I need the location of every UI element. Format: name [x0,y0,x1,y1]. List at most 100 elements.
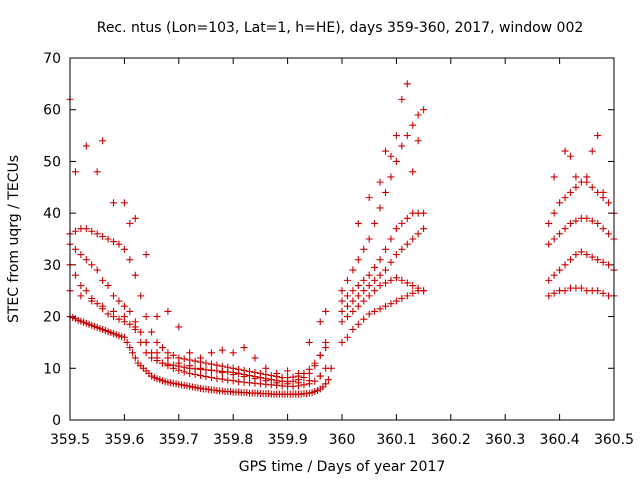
data-point [360,297,368,305]
data-point [164,307,172,315]
data-point [110,238,118,246]
data-point [153,357,161,365]
data-point [229,349,237,357]
data-point [131,214,139,222]
data-point [556,266,564,274]
data-point [583,214,591,222]
data-point [126,256,134,264]
data-point [120,245,128,253]
data-point [126,307,134,315]
data-point [142,349,150,357]
data-point [392,297,400,305]
data-point [338,297,346,305]
x-tick-label: 359.5 [50,432,90,448]
data-point [572,251,580,259]
y-tick-label: 60 [43,103,61,119]
data-point [561,194,569,202]
data-point [414,284,422,292]
data-point [115,315,123,323]
plot-frame [69,57,615,421]
chart-title: Rec. ntus (Lon=103, Lat=1, h=HE), days 3… [97,20,584,36]
data-point [371,287,379,295]
data-point [392,157,400,165]
data-point [93,266,101,274]
data-point [403,132,411,140]
y-tick-label: 50 [43,154,61,170]
data-point [599,225,607,233]
data-point [218,375,226,383]
data-point [409,289,417,297]
data-point [148,328,156,336]
x-tick-label: 360.2 [431,432,471,448]
data-point [572,173,580,181]
data-point [403,292,411,300]
data-point [398,219,406,227]
data-point [354,256,362,264]
data-point [262,364,270,372]
data-point [229,377,237,385]
data-point [382,266,390,274]
data-point [197,372,205,380]
data-point [169,351,177,359]
data-point [360,245,368,253]
data-point [71,227,79,235]
data-point [262,375,270,383]
data-point [93,168,101,176]
data-point [246,372,254,380]
data-point [414,230,422,238]
data-point [409,282,417,290]
data-point [110,313,118,321]
data-point [77,292,85,300]
y-tick-label: 70 [43,51,61,67]
x-tick-label: 360.1 [376,432,416,448]
data-point [376,204,384,212]
data-point [403,240,411,248]
data-point [550,173,558,181]
data-point [175,362,183,370]
data-point [197,354,205,362]
data-point [387,173,395,181]
data-point [82,142,90,150]
data-point [420,287,428,295]
data-point [572,183,580,191]
data-point [273,369,281,377]
data-point [550,289,558,297]
data-point [371,263,379,271]
data-point [82,287,90,295]
data-point [403,214,411,222]
data-point [289,377,297,385]
data-point [556,230,564,238]
y-axis: 0 10 20 30 40 50 60 70 [43,51,614,429]
data-point [594,219,602,227]
data-point [376,178,384,186]
data-point [256,374,264,382]
data-point [566,219,574,227]
data-point [207,360,215,368]
data-point [349,266,357,274]
data-point [398,276,406,284]
data-point [387,300,395,308]
data-point [71,271,79,279]
data-point [365,292,373,300]
data-point [605,261,613,269]
data-point [126,320,134,328]
data-point [577,284,585,292]
data-point [191,357,199,365]
data-point [324,376,332,384]
data-point [267,376,275,384]
y-tick-label: 10 [43,361,61,377]
data-point [316,318,324,326]
data-point [164,360,172,368]
data-point [354,320,362,328]
data-point [137,328,145,336]
data-point [158,344,166,352]
data-point [305,338,313,346]
data-point [294,369,302,377]
data-point [392,132,400,140]
data-point [343,276,351,284]
data-point [572,217,580,225]
data-point [382,147,390,155]
data-point [175,323,183,331]
data-point [376,305,384,313]
